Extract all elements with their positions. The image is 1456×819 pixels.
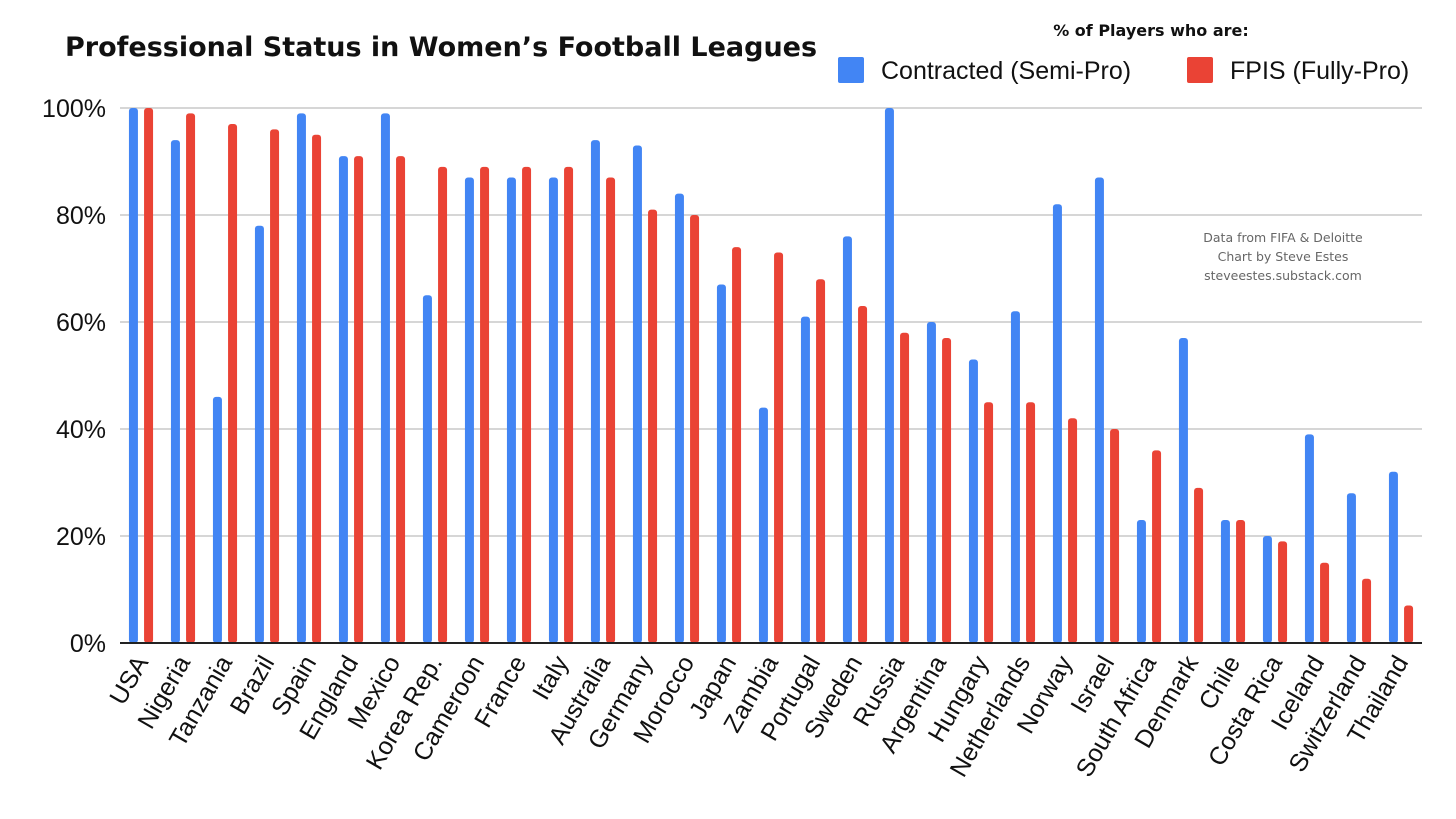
legend-label-contracted: Contracted (Semi-Pro) xyxy=(881,57,1131,85)
bar-contracted-costa-rica xyxy=(1262,536,1272,643)
bar-fpis-australia xyxy=(606,177,616,644)
source-note: Data from FIFA & Deloitte Chart by Steve… xyxy=(1203,230,1363,283)
bar-fpis-costa-rica xyxy=(1278,541,1288,643)
bar-fpis-sweden xyxy=(858,305,868,643)
bar-contracted-norway xyxy=(1052,204,1062,644)
bar-contracted-denmark xyxy=(1178,338,1188,643)
bar-contracted-iceland xyxy=(1304,434,1314,643)
bar-contracted-argentina xyxy=(926,322,936,643)
bar-fpis-france xyxy=(522,166,532,643)
bar-contracted-germany xyxy=(632,145,642,643)
bar-fpis-brazil xyxy=(270,129,280,643)
chart-title: Professional Status in Women’s Football … xyxy=(65,32,817,63)
bar-fpis-usa xyxy=(144,108,154,643)
bar-contracted-nigeria xyxy=(170,140,180,643)
bar-fpis-chile xyxy=(1236,519,1246,643)
bar-contracted-brazil xyxy=(254,225,264,643)
bar-contracted-israel xyxy=(1094,177,1104,644)
bar-contracted-england xyxy=(338,156,348,643)
bar-contracted-south-africa xyxy=(1136,519,1146,643)
bar-contracted-thailand xyxy=(1388,471,1398,643)
bar-fpis-italy xyxy=(564,166,574,643)
note-line-url: steveestes.substack.com xyxy=(1204,268,1362,283)
bar-fpis-zambia xyxy=(774,252,784,643)
gridlines xyxy=(120,107,1422,537)
bar-fpis-mexico xyxy=(396,156,406,643)
bar-fpis-portugal xyxy=(816,279,826,643)
bar-fpis-germany xyxy=(648,209,658,643)
bar-contracted-korea-rep xyxy=(422,295,432,643)
bar-contracted-usa xyxy=(128,108,138,643)
note-line-data-source: Data from FIFA & Deloitte xyxy=(1203,230,1363,245)
bar-fpis-tanzania xyxy=(228,124,238,644)
bar-fpis-denmark xyxy=(1194,487,1204,643)
y-tick-label: 20% xyxy=(56,523,106,551)
y-tick-label: 0% xyxy=(70,630,106,658)
bar-contracted-netherlands xyxy=(1010,311,1020,643)
y-tick-label: 60% xyxy=(56,309,106,337)
bar-contracted-tanzania xyxy=(212,396,222,643)
y-tick-label: 100% xyxy=(42,95,106,123)
bar-contracted-mexico xyxy=(380,113,390,644)
bar-fpis-south-africa xyxy=(1152,450,1162,643)
y-tick-label: 80% xyxy=(56,202,106,230)
y-tick-label: 40% xyxy=(56,416,106,444)
bar-contracted-france xyxy=(506,177,516,644)
legend-label-fpis: FPIS (Fully-Pro) xyxy=(1230,57,1409,85)
bar-contracted-italy xyxy=(548,177,558,644)
bar-fpis-russia xyxy=(900,332,910,643)
bar-contracted-sweden xyxy=(842,236,852,643)
bar-contracted-japan xyxy=(716,284,726,643)
bar-contracted-chile xyxy=(1220,519,1230,643)
bar-fpis-japan xyxy=(732,247,742,643)
bar-contracted-portugal xyxy=(800,316,810,643)
bar-fpis-iceland xyxy=(1320,562,1330,643)
legend: Contracted (Semi-Pro) FPIS (Fully-Pro) xyxy=(838,57,1409,85)
bar-fpis-morocco xyxy=(690,215,700,643)
note-line-author: Chart by Steve Estes xyxy=(1218,249,1349,264)
bar-contracted-zambia xyxy=(758,407,768,643)
bar-fpis-switzerland xyxy=(1362,578,1372,643)
bar-fpis-england xyxy=(354,156,364,643)
bar-contracted-australia xyxy=(590,140,600,643)
bar-contracted-cameroon xyxy=(464,177,474,644)
legend-swatch-fpis xyxy=(1187,57,1213,83)
bar-fpis-nigeria xyxy=(186,113,196,644)
bar-contracted-russia xyxy=(884,108,894,643)
bar-fpis-cameroon xyxy=(480,166,490,643)
bar-fpis-thailand xyxy=(1404,605,1414,643)
bar-fpis-hungary xyxy=(984,402,994,643)
bar-contracted-morocco xyxy=(674,193,684,643)
bar-contracted-spain xyxy=(296,113,306,644)
bar-fpis-netherlands xyxy=(1026,402,1036,643)
bar-fpis-spain xyxy=(312,134,322,643)
legend-title: % of Players who are: xyxy=(1053,21,1249,40)
x-axis-ticks: USANigeriaTanzaniaBrazilSpainEnglandMexi… xyxy=(104,651,1414,782)
bar-fpis-argentina xyxy=(942,338,952,643)
bars xyxy=(128,108,1414,644)
legend-swatch-contracted xyxy=(838,57,864,83)
bar-fpis-norway xyxy=(1068,418,1078,643)
bar-contracted-switzerland xyxy=(1346,493,1356,643)
y-axis-ticks: 0% 20% 40% 60% 80% 100% xyxy=(42,95,106,658)
bar-contracted-hungary xyxy=(968,359,978,643)
bar-fpis-korea-rep xyxy=(438,166,448,643)
bar-fpis-israel xyxy=(1110,429,1120,643)
